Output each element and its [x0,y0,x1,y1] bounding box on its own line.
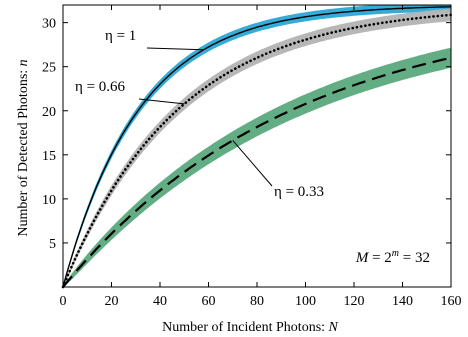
x-axis-label: Number of Incident Photons: N [162,320,338,335]
annotation-leader [138,98,185,105]
band-eta-2 [63,47,451,288]
y-tick-label: 30 [42,17,56,32]
line-eta-1 [61,13,453,289]
x-tick-label: 80 [250,294,264,309]
annotation-leader [146,47,204,51]
y-axis-label: Number of Detected Photons: n [16,59,31,236]
band-eta-0 [63,5,451,287]
x-tick-label: 0 [60,294,67,309]
annotations: η = 1 η = 0.66 η = 0.33 [75,28,324,200]
uncertainty-bands [63,5,451,288]
line-eta-0 [62,6,451,288]
y-tick-label: 10 [42,193,56,208]
axis-ticks: 0 20 40 60 80 100 120 140 160 5 10 15 20 25 30 [42,5,462,309]
y-tick-label: 15 [42,149,56,164]
x-tick-label: 160 [441,294,462,309]
x-tick-label: 140 [392,294,413,309]
x-tick-label: 120 [344,294,365,309]
y-tick-label: 25 [42,61,56,76]
annotation-label: η = 0.33 [274,184,324,200]
annotation-leader [232,140,273,187]
line-eta-2 [62,56,452,288]
series-lines [61,6,453,289]
y-tick-label: 20 [42,105,56,120]
annotation-label: η = 1 [105,28,136,44]
x-tick-label: 100 [295,294,316,309]
formula-label: M = 2m = 32 [355,248,430,266]
x-tick-label: 20 [105,294,119,309]
band-eta-1 [63,8,451,287]
plot-frame [62,4,452,288]
y-tick-label: 5 [49,237,56,252]
x-tick-label: 60 [202,294,216,309]
x-tick-label: 40 [153,294,167,309]
annotation-label: η = 0.66 [75,79,126,95]
